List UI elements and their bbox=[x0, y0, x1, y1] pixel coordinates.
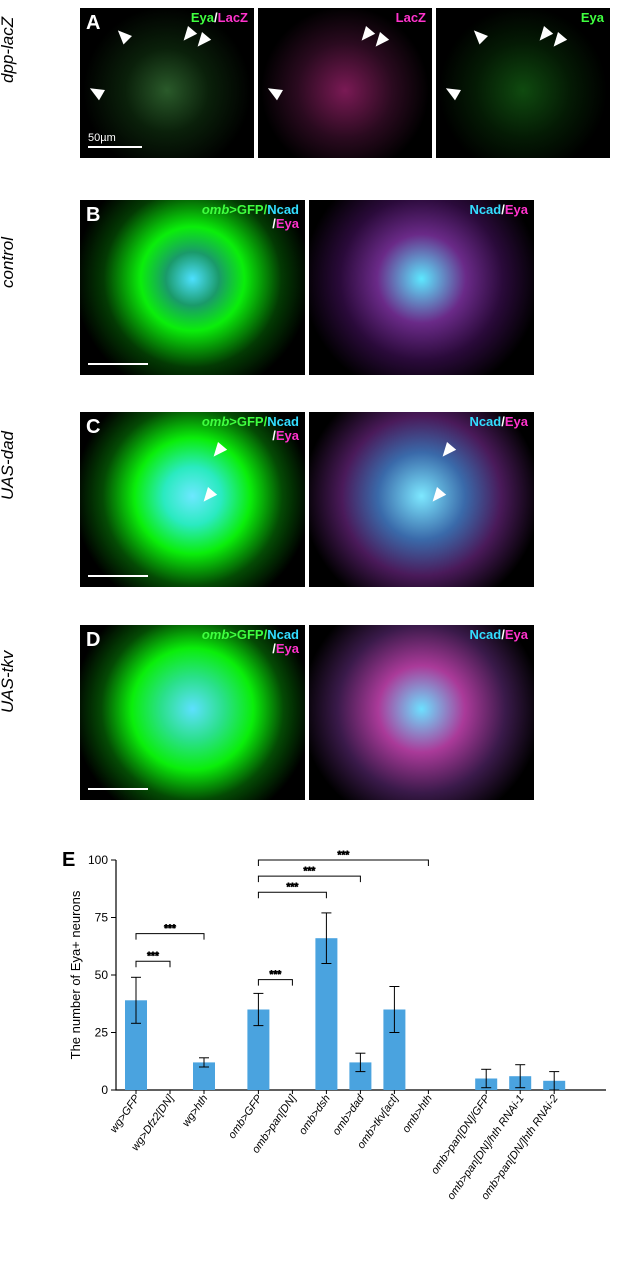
panel-D-0: Domb>GFP/Ncad/Eya bbox=[80, 625, 305, 800]
panel-D-1: Ncad/Eya bbox=[309, 625, 534, 800]
significance-bracket: *** bbox=[136, 924, 204, 940]
svg-text:100: 100 bbox=[88, 853, 108, 867]
significance-bracket: *** bbox=[258, 866, 360, 882]
panel-letter-D: D bbox=[86, 629, 100, 652]
panel-C-1: Ncad/Eya bbox=[309, 412, 534, 587]
panel-A-1: LacZ bbox=[258, 8, 432, 158]
panel-B-0: Bomb>GFP/Ncad/Eya bbox=[80, 200, 305, 375]
significance-bracket: *** bbox=[258, 882, 326, 898]
panel-row-C: Comb>GFP/Ncad/Eya Ncad/Eya bbox=[80, 412, 534, 587]
legend-A-0: Eya/LacZ bbox=[191, 11, 248, 25]
panel-A-2: Eya bbox=[436, 8, 610, 158]
x-tick-label: wg>GFP bbox=[108, 1092, 143, 1135]
scalebar bbox=[88, 146, 142, 148]
legend-D-1: Ncad/Eya bbox=[469, 628, 528, 642]
legend-B-0: omb>GFP/Ncad/Eya bbox=[202, 203, 299, 232]
panel-A-0: A Eya/LacZ 50µm bbox=[80, 8, 254, 158]
panel-C-0: Comb>GFP/Ncad/Eya bbox=[80, 412, 305, 587]
y-axis-label: The number of Eya+ neurons bbox=[68, 890, 83, 1059]
svg-text:***: *** bbox=[287, 882, 299, 893]
scalebar-label: 50µm bbox=[88, 132, 116, 144]
panel-letter-B: B bbox=[86, 204, 100, 227]
svg-text:***: *** bbox=[147, 951, 159, 962]
x-tick-label: omb>pan[DN]/GFP bbox=[429, 1092, 493, 1176]
significance-bracket: *** bbox=[136, 951, 170, 967]
legend-B-1: Ncad/Eya bbox=[469, 203, 528, 217]
panel-row-B: Bomb>GFP/Ncad/Eya Ncad/Eya bbox=[80, 200, 534, 375]
svg-text:***: *** bbox=[164, 924, 176, 935]
x-tick-label: wg>hth bbox=[180, 1093, 210, 1129]
x-tick-label: omb>hth bbox=[400, 1093, 435, 1135]
chart-E: E 0 25 50 75 100 The number of Eya+ neurons wg… bbox=[58, 848, 618, 1268]
svg-text:***: *** bbox=[338, 850, 350, 861]
x-tick-label: omb>dsh bbox=[297, 1093, 333, 1137]
significance-bracket: *** bbox=[258, 850, 428, 866]
svg-text:***: *** bbox=[270, 970, 282, 981]
panel-B-1: Ncad/Eya bbox=[309, 200, 534, 375]
svg-text:25: 25 bbox=[95, 1026, 109, 1040]
svg-text:75: 75 bbox=[95, 911, 109, 925]
panel-row-D: Domb>GFP/Ncad/Eya Ncad/Eya bbox=[80, 625, 534, 800]
legend-C-1: Ncad/Eya bbox=[469, 415, 528, 429]
panel-letter-A: A bbox=[86, 12, 100, 35]
x-tick-label: omb>dad bbox=[331, 1092, 368, 1137]
panel-row-A: A Eya/LacZ 50µm LacZ Eya bbox=[80, 8, 610, 158]
panel-letter-E: E bbox=[62, 849, 75, 871]
svg-text:***: *** bbox=[304, 866, 316, 877]
significance-bracket: *** bbox=[258, 970, 292, 986]
svg-text:50: 50 bbox=[95, 968, 109, 982]
scalebar bbox=[88, 575, 148, 577]
svg-text:0: 0 bbox=[101, 1083, 108, 1097]
scalebar bbox=[88, 363, 148, 365]
panel-letter-C: C bbox=[86, 416, 100, 439]
scalebar bbox=[88, 788, 148, 790]
legend-C-0: omb>GFP/Ncad/Eya bbox=[202, 415, 299, 444]
legend-A-1: LacZ bbox=[396, 11, 426, 25]
legend-A-2: Eya bbox=[581, 11, 604, 25]
legend-D-0: omb>GFP/Ncad/Eya bbox=[202, 628, 299, 657]
